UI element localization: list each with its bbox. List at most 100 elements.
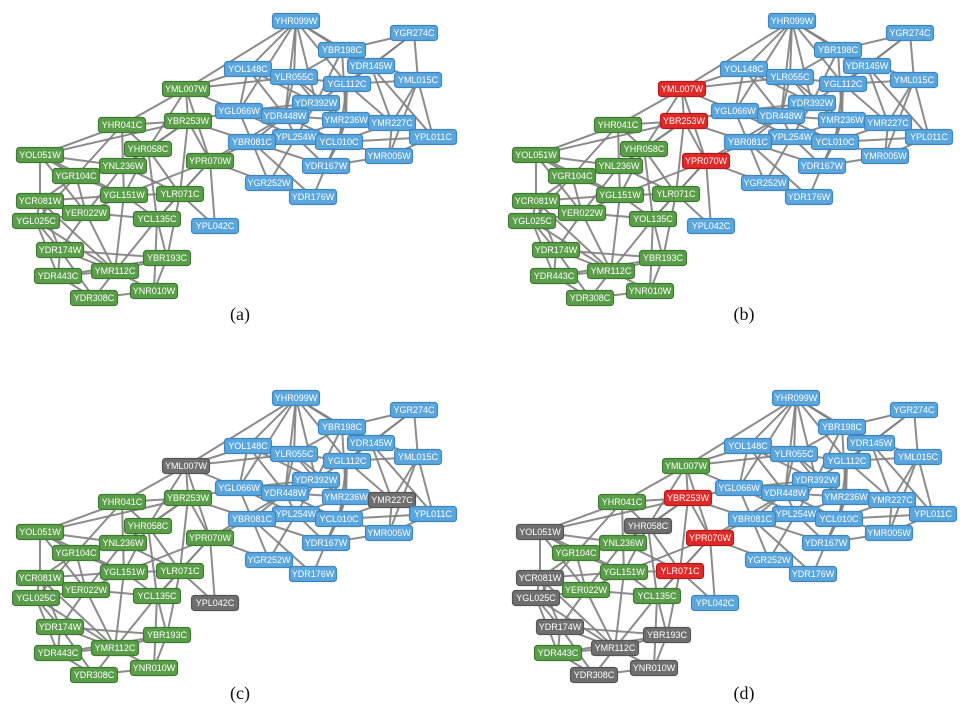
- protein-node-ymr005w[interactable]: YMR005W: [364, 524, 414, 542]
- protein-node-ycr081w[interactable]: YCR081W: [15, 569, 65, 587]
- protein-node-ypl254w[interactable]: YPL254W: [771, 505, 821, 523]
- protein-node-ydr145w[interactable]: YDR145W: [346, 434, 396, 452]
- protein-node-ybr081c[interactable]: YBR081C: [227, 133, 277, 151]
- protein-node-ybr253w[interactable]: YBR253W: [659, 112, 709, 130]
- protein-node-ybr193c[interactable]: YBR193C: [642, 626, 692, 644]
- protein-node-ynr010w[interactable]: YNR010W: [629, 659, 679, 677]
- protein-node-ycl135c[interactable]: YCL135C: [132, 210, 182, 228]
- protein-node-ydr443c[interactable]: YDR443C: [33, 644, 83, 662]
- protein-node-ygl112c[interactable]: YGL112C: [322, 75, 372, 93]
- protein-node-ynr010w[interactable]: YNR010W: [129, 659, 179, 677]
- protein-node-ydr308c[interactable]: YDR308C: [565, 289, 615, 307]
- protein-node-ycr081w[interactable]: YCR081W: [515, 569, 565, 587]
- protein-node-ymr227c[interactable]: YMR227C: [367, 491, 417, 509]
- protein-node-yer022w[interactable]: YER022W: [61, 581, 111, 599]
- protein-node-ylr071c[interactable]: YLR071C: [651, 185, 701, 203]
- protein-node-ycl010c[interactable]: YCL010C: [314, 510, 364, 528]
- protein-node-ymr227c[interactable]: YMR227C: [863, 114, 913, 132]
- protein-node-ymr236w[interactable]: YMR236W: [817, 111, 867, 129]
- protein-node-yol051w[interactable]: YOL051W: [15, 523, 65, 541]
- protein-node-ynl236w[interactable]: YNL236W: [594, 157, 644, 175]
- protein-node-ypl042c[interactable]: YPL042C: [190, 594, 240, 612]
- protein-node-ycr081w[interactable]: YCR081W: [511, 192, 561, 210]
- protein-node-yol148c[interactable]: YOL148C: [223, 437, 273, 455]
- protein-node-ydr392w[interactable]: YDR392W: [791, 471, 841, 489]
- protein-node-ybr198c[interactable]: YBR198C: [317, 41, 367, 59]
- protein-node-ydr448w[interactable]: YDR448W: [756, 107, 806, 125]
- protein-node-ybr081c[interactable]: YBR081C: [227, 510, 277, 528]
- protein-node-ycl135c[interactable]: YCL135C: [132, 587, 182, 605]
- protein-node-ypr070w[interactable]: YPR070W: [681, 152, 731, 170]
- protein-node-ynr010w[interactable]: YNR010W: [625, 282, 675, 300]
- protein-node-ynl236w[interactable]: YNL236W: [98, 157, 148, 175]
- protein-node-ylr055c[interactable]: YLR055C: [269, 445, 319, 463]
- protein-node-ypr070w[interactable]: YPR070W: [185, 529, 235, 547]
- protein-node-ymr005w[interactable]: YMR005W: [860, 147, 910, 165]
- protein-node-ybr198c[interactable]: YBR198C: [813, 41, 863, 59]
- protein-node-ydr448w[interactable]: YDR448W: [760, 484, 810, 502]
- protein-node-ydr167w[interactable]: YDR167W: [301, 534, 351, 552]
- protein-node-ygr274c[interactable]: YGR274C: [389, 24, 439, 42]
- protein-node-ycl010c[interactable]: YCL010C: [814, 510, 864, 528]
- protein-node-ydr145w[interactable]: YDR145W: [846, 434, 896, 452]
- protein-node-ynl236w[interactable]: YNL236W: [598, 534, 648, 552]
- protein-node-ydr174w[interactable]: YDR174W: [535, 618, 585, 636]
- protein-node-ygr274c[interactable]: YGR274C: [889, 401, 939, 419]
- protein-node-ygl112c[interactable]: YGL112C: [322, 452, 372, 470]
- protein-node-ybr253w[interactable]: YBR253W: [163, 112, 213, 130]
- protein-node-yhr058c[interactable]: YHR058C: [623, 517, 673, 535]
- protein-node-ygl151w[interactable]: YGL151W: [99, 563, 149, 581]
- protein-node-ylr071c[interactable]: YLR071C: [155, 562, 205, 580]
- protein-node-ymr236w[interactable]: YMR236W: [321, 488, 371, 506]
- protein-node-ylr055c[interactable]: YLR055C: [269, 68, 319, 86]
- protein-node-ybr198c[interactable]: YBR198C: [817, 418, 867, 436]
- protein-node-ygr252w[interactable]: YGR252W: [244, 551, 294, 569]
- protein-node-yer022w[interactable]: YER022W: [561, 581, 611, 599]
- protein-node-ydr448w[interactable]: YDR448W: [260, 484, 310, 502]
- protein-node-ylr071c[interactable]: YLR071C: [155, 185, 205, 203]
- protein-node-ymr112c[interactable]: YMR112C: [90, 639, 140, 657]
- protein-node-ymr227c[interactable]: YMR227C: [367, 114, 417, 132]
- protein-node-ybr198c[interactable]: YBR198C: [317, 418, 367, 436]
- protein-node-ygl066w[interactable]: YGL066W: [214, 479, 264, 497]
- protein-node-ygr252w[interactable]: YGR252W: [740, 174, 790, 192]
- protein-node-ygr274c[interactable]: YGR274C: [389, 401, 439, 419]
- protein-node-ybr193c[interactable]: YBR193C: [142, 626, 192, 644]
- protein-node-ypl254w[interactable]: YPL254W: [271, 128, 321, 146]
- protein-node-yhr041c[interactable]: YHR041C: [97, 116, 147, 134]
- protein-node-ymr112c[interactable]: YMR112C: [590, 639, 640, 657]
- protein-node-ydr167w[interactable]: YDR167W: [301, 157, 351, 175]
- protein-node-ybr081c[interactable]: YBR081C: [727, 510, 777, 528]
- protein-node-ylr055c[interactable]: YLR055C: [765, 68, 815, 86]
- protein-node-ycl135c[interactable]: YOL135C: [628, 210, 678, 228]
- protein-node-ymr236w[interactable]: YMR236W: [321, 111, 371, 129]
- protein-node-ypl011c[interactable]: YPL011C: [908, 505, 958, 523]
- protein-node-yol148c[interactable]: YOL148C: [223, 60, 273, 78]
- protein-node-ybr253w[interactable]: YBR253W: [163, 489, 213, 507]
- protein-node-yol051w[interactable]: YOL051W: [515, 523, 565, 541]
- protein-node-ygl151w[interactable]: YGL151W: [595, 186, 645, 204]
- protein-node-ycl010c[interactable]: YCL010C: [810, 133, 860, 151]
- protein-node-ygl025c[interactable]: YGL025C: [11, 589, 61, 607]
- protein-node-ymr236w[interactable]: YMR236W: [821, 488, 871, 506]
- protein-node-ycl010c[interactable]: YCL010C: [314, 133, 364, 151]
- protein-node-yml015c[interactable]: YML015C: [889, 71, 939, 89]
- protein-node-ydr176w[interactable]: YDR176W: [288, 565, 338, 583]
- protein-node-ydr392w[interactable]: YDR392W: [787, 94, 837, 112]
- protein-node-ybr193c[interactable]: YBR193C: [142, 249, 192, 267]
- protein-node-ydr167w[interactable]: YDR167W: [797, 157, 847, 175]
- protein-node-ygl151w[interactable]: YGL151W: [99, 186, 149, 204]
- protein-node-ygr274c[interactable]: YGR274C: [885, 24, 935, 42]
- protein-node-ydr308c[interactable]: YDR308C: [569, 666, 619, 684]
- protein-node-ypl254w[interactable]: YPL254W: [767, 128, 817, 146]
- protein-node-ydr174w[interactable]: YDR174W: [35, 618, 85, 636]
- protein-node-yol148c[interactable]: YOL148C: [719, 60, 769, 78]
- protein-node-ydr308c[interactable]: YDR308C: [69, 289, 119, 307]
- protein-node-ydr392w[interactable]: YDR392W: [291, 471, 341, 489]
- protein-node-ygl066w[interactable]: YGL066W: [714, 479, 764, 497]
- protein-node-ygr252w[interactable]: YGR252W: [244, 174, 294, 192]
- protein-node-yml007w[interactable]: YML007W: [657, 80, 707, 98]
- protein-node-yhr099w[interactable]: YHR099W: [271, 389, 321, 407]
- protein-node-yhr041c[interactable]: YHR041C: [97, 493, 147, 511]
- protein-node-ypl011c[interactable]: YPL011C: [408, 128, 458, 146]
